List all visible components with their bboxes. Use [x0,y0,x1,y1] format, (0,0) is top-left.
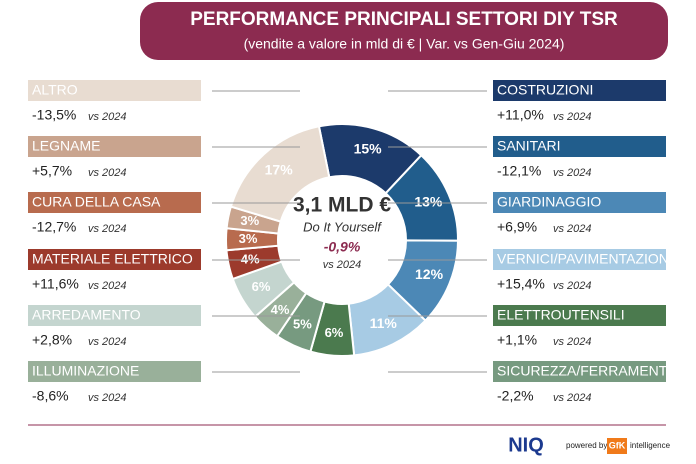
category-label: ELETTROUTENSILI [497,307,625,323]
category-box [493,249,666,270]
change-value: +15,4% [497,276,545,292]
change-suffix: vs 2024 [88,280,127,292]
brand-logo: NIQ [508,434,544,456]
change-value: -2,2% [497,388,534,404]
segment-label: 11% [370,315,398,331]
change-value: +6,9% [497,219,537,235]
donut-hole [282,180,402,300]
change-suffix: vs 2024 [88,392,127,404]
powered-by: powered by [566,441,607,450]
category-label: COSTRUZIONI [497,82,593,98]
category-label: SANITARI [497,138,561,154]
segment-label: 15% [354,140,383,156]
segment-label: 3% [240,213,259,228]
category-label: SICUREZZA/FERRAMENTA [497,363,676,379]
category-label: VERNICI/PAVIMENTAZIONI [497,251,673,267]
segment-label: 6% [252,279,271,294]
category-box [493,136,666,157]
segment-label: 17% [265,161,294,177]
segment-label: 3% [239,231,258,246]
change-value: +1,1% [497,332,537,348]
category-box [28,361,201,382]
change-suffix: vs 2024 [88,223,127,235]
segment-label: 4% [241,252,260,267]
gfk-suffix: intelligence [630,441,671,450]
header-banner [140,2,668,60]
segment-label: 4% [271,302,290,317]
center-change: -0,9% [324,239,361,255]
category-box [28,136,201,157]
gfk-badge [607,438,627,454]
change-suffix: vs 2024 [553,392,592,404]
change-value: -13,5% [32,107,76,123]
change-suffix: vs 2024 [553,167,592,179]
change-value: +5,7% [32,163,72,179]
category-label: LEGNAME [32,138,100,154]
category-label: GIARDINAGGIO [497,194,601,210]
category-box [28,192,201,213]
chart-subtitle: (vendite a valore in mld di € | Var. vs … [244,36,565,52]
donut-segment [229,125,331,223]
category-box [493,192,666,213]
change-suffix: vs 2024 [553,336,592,348]
change-value: +11,0% [497,107,544,123]
change-suffix: vs 2024 [553,223,592,235]
change-value: -8,6% [32,388,69,404]
category-box [28,305,201,326]
center-value: 3,1 MLD € [293,194,391,217]
category-label: ILLUMINAZIONE [32,363,139,379]
change-suffix: vs 2024 [88,111,127,123]
category-box [28,80,201,101]
category-label: ALTRO [32,82,78,98]
category-box [493,361,666,382]
center-change-suffix: vs 2024 [323,259,362,271]
chart-title: PERFORMANCE PRINCIPALI SETTORI DIY TSR [190,9,618,30]
segment-label: 12% [415,266,444,282]
segment-label: 5% [293,317,312,332]
change-suffix: vs 2024 [88,336,127,348]
category-box [493,305,666,326]
category-box [28,249,201,270]
segment-label: 6% [325,325,344,340]
change-value: -12,7% [32,219,76,235]
center-label: Do It Yourself [303,219,382,234]
change-suffix: vs 2024 [553,280,592,292]
category-label: ARREDAMENTO [32,307,141,323]
category-label: CURA DELLA CASA [32,194,161,210]
change-value: +2,8% [32,332,72,348]
change-value: +11,6% [32,276,79,292]
category-label: MATERIALE ELETTRICO [32,251,193,267]
category-box [493,80,666,101]
gfk-logo: GfK [609,440,626,450]
change-value: -12,1% [497,163,541,179]
change-suffix: vs 2024 [88,167,127,179]
change-suffix: vs 2024 [553,111,592,123]
segment-label: 13% [414,194,443,210]
